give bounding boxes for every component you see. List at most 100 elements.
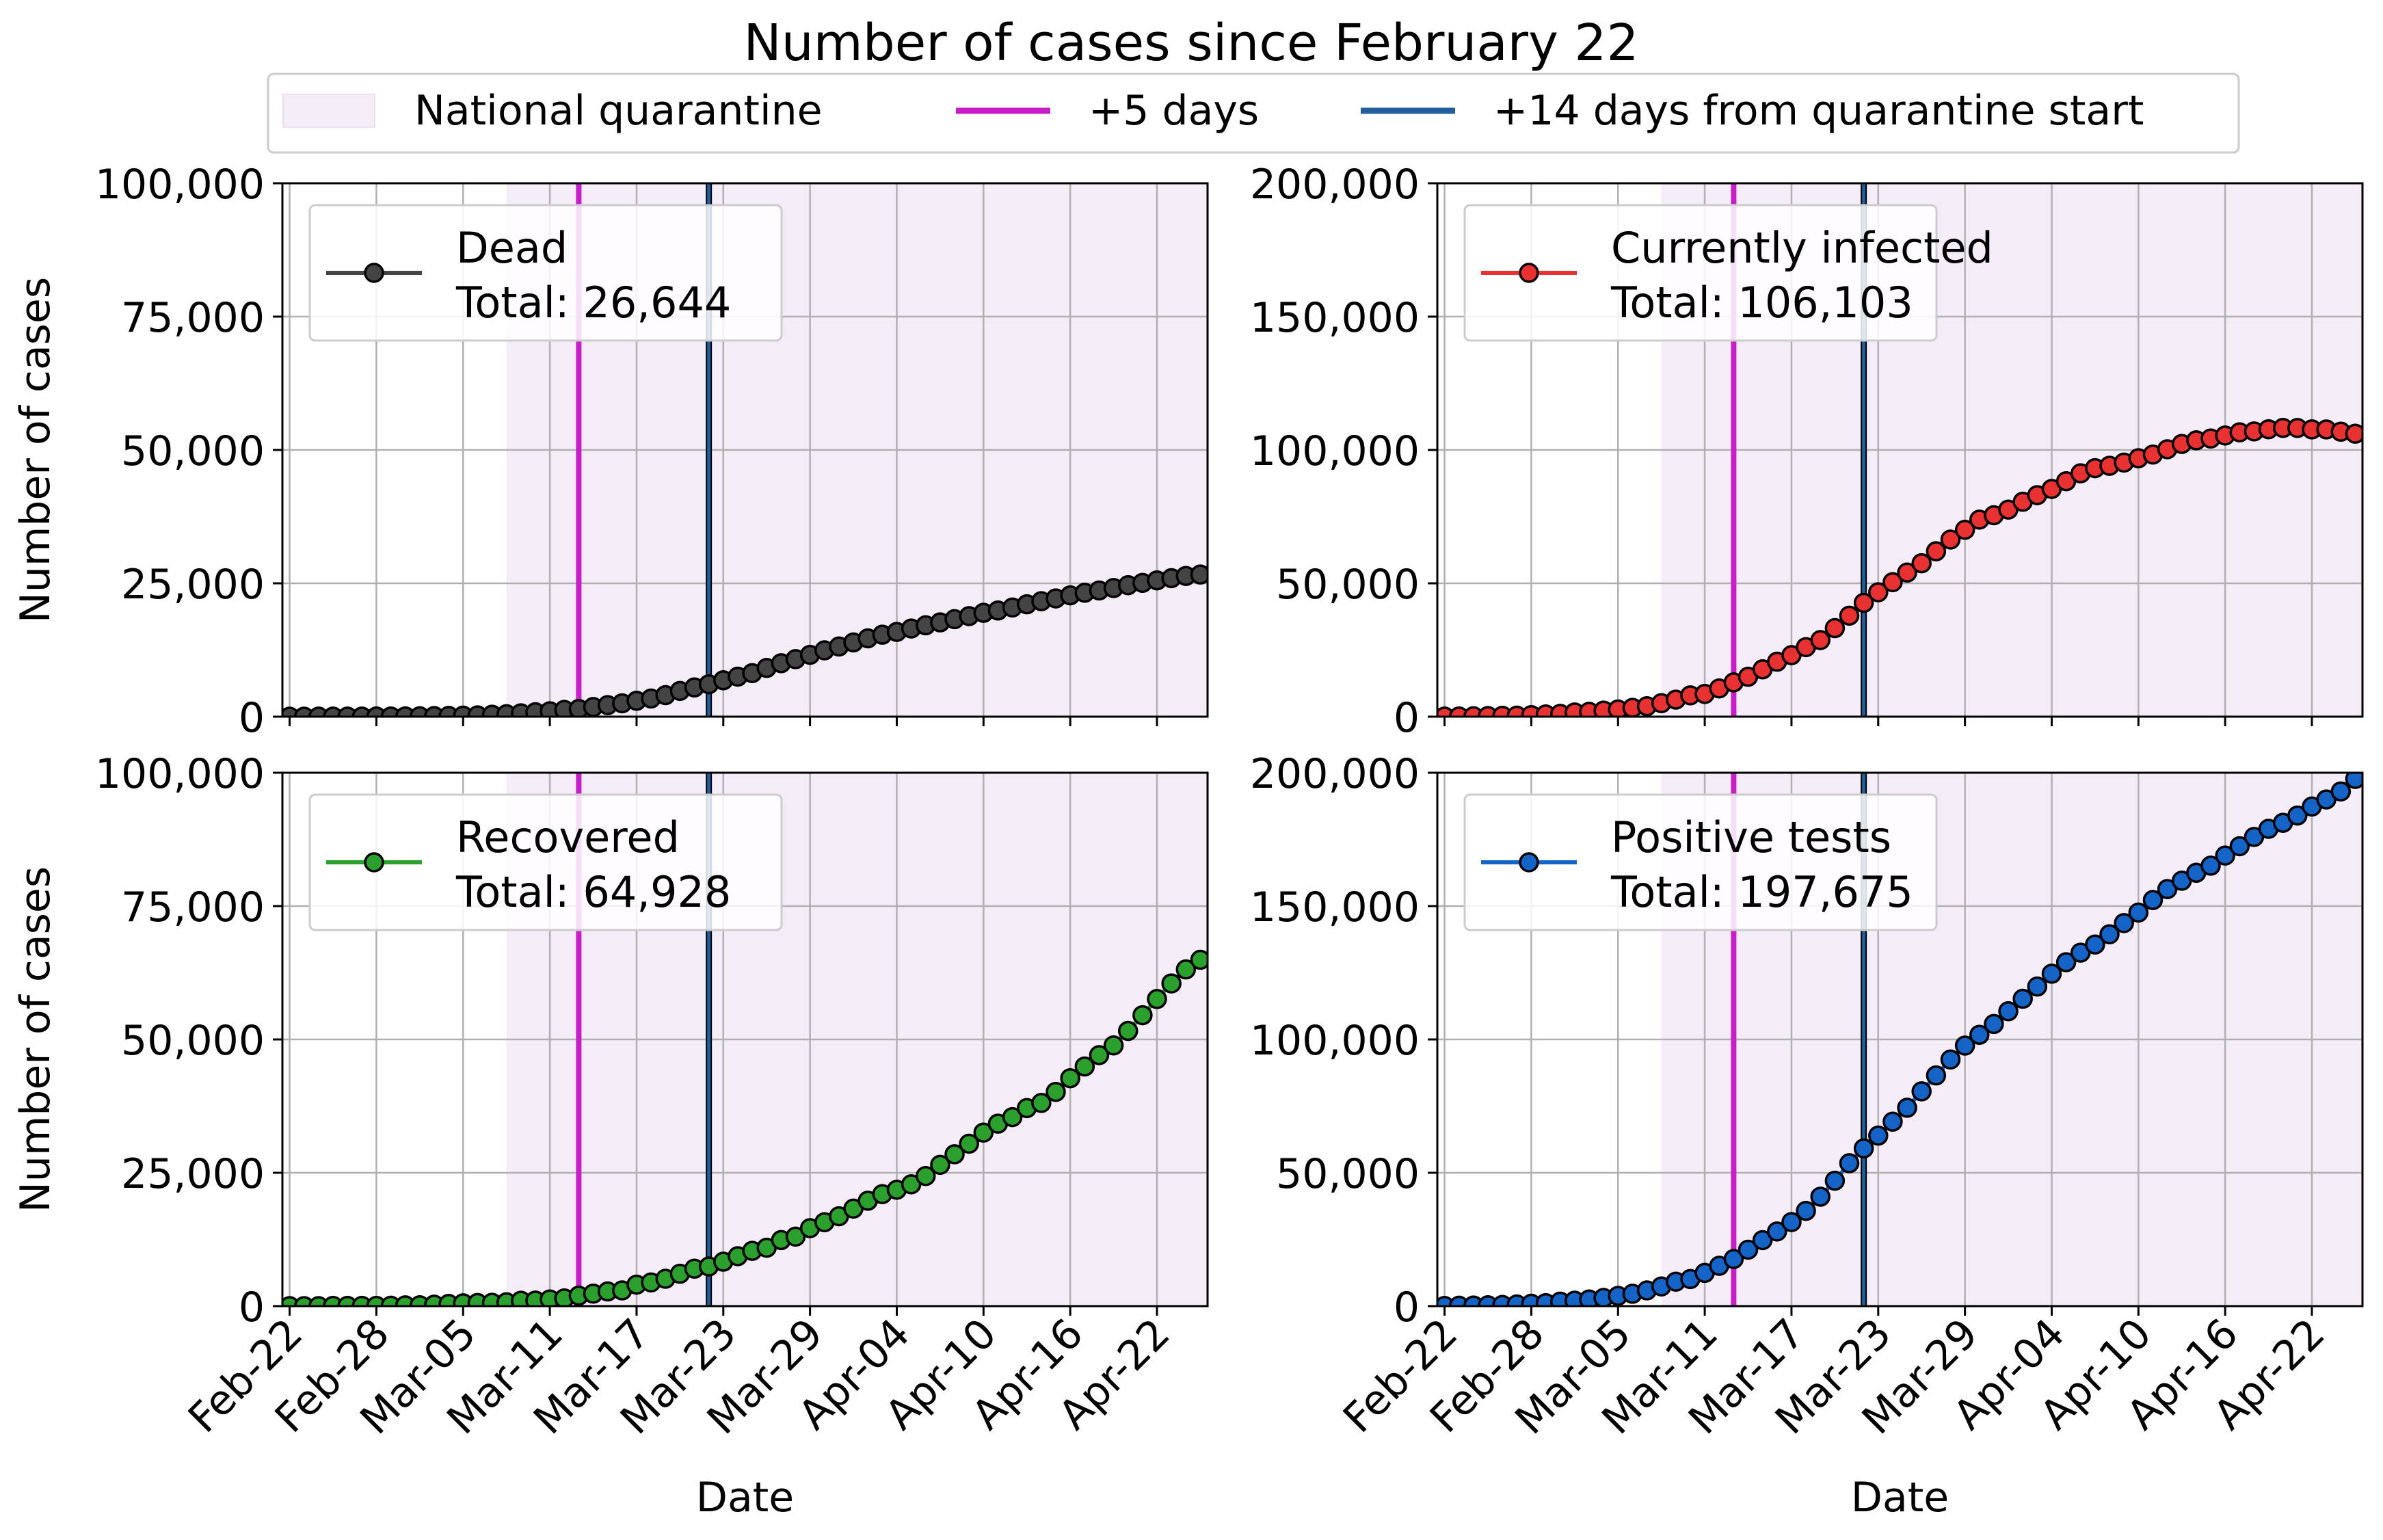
y-tick-label: 100,000 xyxy=(1250,1017,1420,1065)
legend-marker xyxy=(364,852,384,873)
y-tick-label: 0 xyxy=(239,1284,265,1331)
series-group xyxy=(282,949,1208,1306)
data-point xyxy=(1940,529,1961,550)
data-point xyxy=(1824,618,1846,639)
data-point xyxy=(1911,553,1932,574)
y-tick-label: 100,000 xyxy=(95,161,265,209)
data-point xyxy=(1031,1093,1052,1113)
y-tick-label: 150,000 xyxy=(1250,294,1420,342)
legend-marker xyxy=(1519,852,1539,873)
data-point xyxy=(1853,1138,1874,1159)
data-point xyxy=(1002,1106,1023,1128)
y-axis-label: Number of cases xyxy=(12,277,59,623)
y-tick-label: 50,000 xyxy=(1276,1150,1420,1198)
data-point xyxy=(2287,805,2308,826)
legend-series-name: Dead xyxy=(456,223,568,273)
data-point xyxy=(1074,1056,1095,1077)
data-point xyxy=(1824,1170,1846,1191)
y-tick-label: 50,000 xyxy=(121,1017,265,1065)
data-point xyxy=(1882,572,1903,593)
chart-panel: 0 25,000 50,000 75,000 100,000 Number of case… xyxy=(12,161,1209,742)
data-point xyxy=(930,1154,950,1176)
data-point xyxy=(1046,1081,1066,1102)
y-tick-label: 100,000 xyxy=(95,750,265,798)
legend-marker xyxy=(364,263,384,283)
legend-marker xyxy=(1519,263,1539,283)
figure-legend: National quarantine +5 days +14 days fro… xyxy=(267,72,2240,154)
data-point xyxy=(1839,1153,1860,1173)
y-tick-label: 50,000 xyxy=(1276,561,1420,609)
data-point xyxy=(1175,959,1197,980)
data-point xyxy=(1882,1111,1903,1132)
y-axis-label: Number of cases xyxy=(12,866,59,1212)
data-point xyxy=(1796,1200,1816,1221)
data-point xyxy=(1752,1230,1773,1251)
legend-series-total: Total: 197,675 xyxy=(1610,867,1913,917)
data-point xyxy=(1839,605,1860,626)
legend-frame xyxy=(267,72,2240,154)
data-point xyxy=(2330,781,2352,802)
legend-series-name: Recovered xyxy=(456,812,680,862)
data-point xyxy=(1190,949,1208,970)
y-tick-label: 100,000 xyxy=(1250,427,1420,475)
data-point xyxy=(1853,592,1874,613)
data-point xyxy=(959,1133,979,1154)
data-point xyxy=(2012,988,2033,1009)
data-point xyxy=(1161,973,1182,994)
data-point xyxy=(916,1165,936,1186)
data-point xyxy=(2085,934,2105,955)
data-point xyxy=(1954,1035,1975,1056)
legend-series-total: Total: 26,644 xyxy=(455,278,731,328)
legend-quarantine-label: National quarantine xyxy=(414,87,823,135)
data-point xyxy=(2128,902,2149,923)
chart-panel: 0 50,000 100,000 150,000 200,000 Currently in… xyxy=(1250,161,2364,742)
data-point xyxy=(2345,423,2362,444)
data-point xyxy=(1998,1001,2019,1022)
legend-plus5-label: +5 days xyxy=(1089,87,1259,135)
data-point xyxy=(1132,1005,1153,1026)
data-point xyxy=(973,1122,994,1143)
y-tick-label: 200,000 xyxy=(1250,750,1420,798)
data-point xyxy=(1897,562,1917,583)
data-point xyxy=(2055,952,2077,972)
series-group xyxy=(1437,773,2362,1306)
data-point xyxy=(2027,976,2048,997)
x-axis-label: Date xyxy=(696,1474,794,1522)
data-point xyxy=(1089,1045,1110,1065)
data-point xyxy=(1147,989,1167,1009)
legend-box xyxy=(308,793,783,931)
panels: 0 25,000 50,000 75,000 100,000 Number of case… xyxy=(12,161,2364,1522)
legend-series-total: Total: 64,928 xyxy=(455,867,731,917)
data-point xyxy=(944,1144,965,1165)
data-point xyxy=(785,1226,806,1247)
data-point xyxy=(1897,1098,1917,1118)
data-point xyxy=(1984,1013,2004,1035)
data-point xyxy=(2215,845,2235,866)
data-point xyxy=(2200,855,2221,876)
data-point xyxy=(2142,890,2164,910)
data-point xyxy=(1190,564,1208,585)
x-axis-label: Date xyxy=(1851,1474,1949,1522)
legend-plus14-label: +14 days from quarantine start xyxy=(1493,87,2144,135)
data-point xyxy=(2229,836,2250,857)
y-tick-label: 75,000 xyxy=(121,294,265,342)
data-point xyxy=(1969,1024,1990,1045)
chart-panel: 025,00050,00075,000100,000Feb-22Feb-28Ma… xyxy=(12,750,1209,1522)
legend-series-total: Total: 106,103 xyxy=(1610,278,1913,328)
chart-panel: 050,000100,000150,000200,000Feb-22Feb-28… xyxy=(1250,750,2364,1522)
data-point xyxy=(1767,1221,1787,1242)
data-point xyxy=(1926,541,1947,561)
figure-title: Number of cases since February 22 xyxy=(743,14,1638,72)
legend-series-name: Positive tests xyxy=(1611,812,1891,862)
y-tick-label: 0 xyxy=(239,694,265,742)
y-tick-label: 0 xyxy=(1394,694,1420,742)
y-tick-label: 75,000 xyxy=(121,884,265,931)
y-tick-label: 25,000 xyxy=(121,561,265,609)
data-point xyxy=(1723,1249,1744,1269)
data-point xyxy=(1868,582,1889,602)
data-point xyxy=(2345,773,2362,789)
data-point xyxy=(1810,630,1830,650)
